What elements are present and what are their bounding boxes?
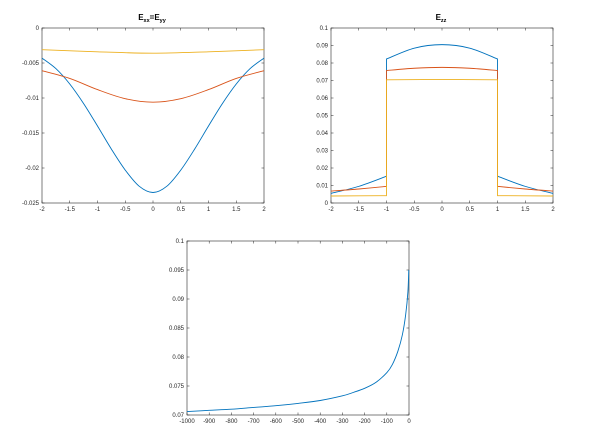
y-tick-label: 0.04 — [316, 131, 328, 137]
y-tick-label: 0 — [325, 201, 329, 207]
x-tick-label: 0 — [407, 419, 411, 425]
series-line-3 — [330, 78, 554, 197]
plot2-x-ticks: -2 -1.5 -1 -0.5 0 0.5 1 1.5 2 — [328, 28, 555, 213]
series-line-1 — [186, 269, 410, 412]
x-tick-label: -200 — [359, 419, 372, 425]
y-tick-label: 0.09 — [316, 44, 328, 50]
y-tick-label: 0.02 — [316, 166, 328, 172]
exx-eyy-plot: Exx=Eyy -2 -1.5 -1 -0.5 0 0.5 1 1.5 2 0 -0.005 -0.… — [22, 13, 266, 213]
y-tick-label: 0.08 — [316, 61, 328, 67]
series-line-2 — [41, 70, 265, 103]
x-tick-label: -1.5 — [354, 207, 365, 213]
x-tick-label: -1 — [384, 207, 390, 213]
y-tick-label: -0.025 — [22, 201, 40, 207]
x-tick-label: -800 — [225, 419, 238, 425]
x-tick-label: -0.5 — [120, 207, 131, 213]
x-tick-label: 0.5 — [177, 207, 186, 213]
y-tick-label: 0.075 — [169, 384, 185, 390]
y-tick-label: 0.09 — [172, 297, 184, 303]
x-tick-label: 1 — [207, 207, 211, 213]
y-tick-label: -0.005 — [22, 61, 40, 67]
x-tick-label: 1.5 — [521, 207, 530, 213]
series-line-3 — [41, 49, 265, 54]
x-tick-label: -700 — [248, 419, 261, 425]
x-tick-label: 0 — [440, 207, 444, 213]
plot2-y-ticks: 0.1 0.09 0.08 0.07 0.06 0.05 0.04 0.03 0.02 0.01 0 — [316, 26, 553, 207]
y-tick-label: -0.02 — [25, 166, 39, 172]
series-line-2 — [330, 66, 554, 192]
bottom-plot: -1000 -900 -800 -700 -600 -500 -400 -300 -200 -10… — [169, 239, 411, 425]
y-tick-label: 0.07 — [172, 413, 184, 419]
x-tick-label: -600 — [270, 419, 283, 425]
y-tick-label: 0.095 — [169, 268, 185, 274]
x-tick-label: -1 — [95, 207, 101, 213]
y-tick-label: 0.08 — [172, 355, 184, 361]
x-tick-label: 1 — [496, 207, 500, 213]
y-tick-label: 0.06 — [316, 96, 328, 102]
x-tick-label: -0.5 — [409, 207, 420, 213]
y-tick-label: 0.1 — [320, 26, 329, 32]
y-tick-label: 0.085 — [169, 326, 185, 332]
y-tick-label: -0.015 — [22, 131, 40, 137]
plot1-y-ticks: 0 -0.005 -0.01 -0.015 -0.02 -0.025 — [22, 26, 264, 207]
x-tick-label: 2 — [551, 207, 555, 213]
x-tick-label: -2 — [328, 207, 334, 213]
x-tick-label: 0 — [151, 207, 155, 213]
x-tick-label: 2 — [262, 207, 266, 213]
y-tick-label: 0 — [36, 26, 40, 32]
plot3-lines — [186, 269, 410, 412]
x-tick-label: -500 — [292, 419, 305, 425]
plot1-x-ticks: -2 -1.5 -1 -0.5 0 0.5 1 1.5 2 — [39, 28, 266, 213]
x-tick-label: -300 — [336, 419, 349, 425]
x-tick-label: -1000 — [179, 419, 195, 425]
x-tick-label: -900 — [203, 419, 216, 425]
plot2-lines — [330, 44, 554, 197]
y-tick-label: 0.05 — [316, 114, 328, 120]
x-tick-label: 1.5 — [232, 207, 241, 213]
ezz-plot: Ezz -2 -1.5 -1 -0.5 0 0.5 1 1.5 2 0.1 0.09 0.08 0.0… — [316, 13, 555, 213]
x-tick-label: -400 — [314, 419, 327, 425]
y-tick-label: 0.01 — [316, 184, 328, 190]
x-tick-label: -1.5 — [65, 207, 76, 213]
series-line-1 — [41, 57, 265, 193]
y-tick-label: -0.01 — [25, 96, 39, 102]
x-tick-label: 0.5 — [466, 207, 475, 213]
plot1-title: Exx=Eyy — [138, 13, 167, 24]
y-tick-label: 0.1 — [176, 239, 185, 245]
series-line-1 — [330, 44, 554, 194]
plot1-lines — [41, 49, 265, 193]
plot3-y-ticks: 0.1 0.095 0.09 0.085 0.08 0.075 0.07 — [169, 239, 409, 419]
x-tick-label: -2 — [39, 207, 45, 213]
y-tick-label: 0.07 — [316, 79, 328, 85]
plot2-title: Ezz — [436, 13, 447, 24]
y-tick-label: 0.03 — [316, 149, 328, 155]
x-tick-label: -100 — [381, 419, 394, 425]
plot3-x-ticks: -1000 -900 -800 -700 -600 -500 -400 -300 -200 -10… — [179, 241, 411, 425]
